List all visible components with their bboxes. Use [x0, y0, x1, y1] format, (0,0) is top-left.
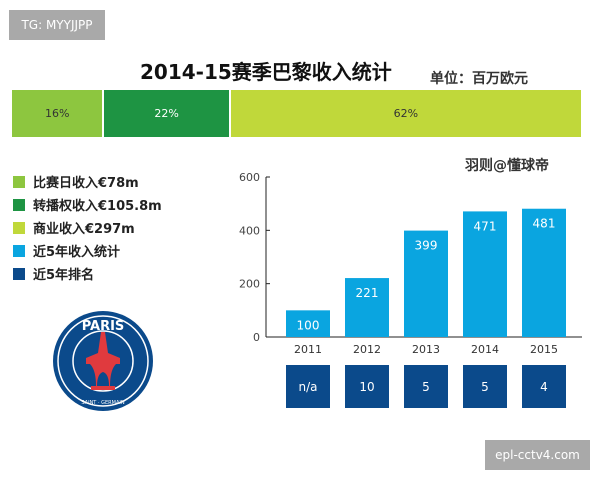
- bar-value-label: 471: [474, 219, 497, 233]
- bar: [345, 278, 389, 337]
- legend-swatch: [13, 267, 25, 280]
- bar-value-label: 100: [297, 318, 320, 332]
- x-tick-label: 2015: [530, 343, 558, 356]
- rank-label: 4: [540, 380, 548, 394]
- rank-box: [345, 365, 389, 408]
- rank-box: [522, 365, 566, 408]
- y-tick-label: 400: [239, 224, 260, 237]
- legend-item: 转播权收入€105.8m: [13, 193, 162, 216]
- revenue-share-bar: 16% 22% 62%: [12, 90, 583, 137]
- tg-badge: TG: MYYJJPP: [9, 10, 105, 40]
- psg-logo-icon: PARIS SAINT · GERMAIN: [53, 311, 153, 411]
- y-tick-label: 200: [239, 278, 260, 291]
- legend-item: 近5年收入统计: [13, 239, 162, 262]
- rank-label: 10: [359, 380, 374, 394]
- y-tick-label: 600: [239, 171, 260, 184]
- legend-item: 近5年排名: [13, 262, 162, 285]
- bar-value-label: 399: [415, 239, 438, 253]
- rank-label: 5: [481, 380, 489, 394]
- share-segment: 16%: [12, 90, 105, 137]
- legend-label: 转播权收入€105.8m: [33, 199, 162, 214]
- legend-swatch: [13, 244, 25, 257]
- legend-item: 比赛日收入€78m: [13, 170, 162, 193]
- rank-label: 5: [422, 380, 430, 394]
- rank-box: [404, 365, 448, 408]
- unit-label: 单位：百万欧元: [430, 71, 528, 87]
- bar-value-label: 481: [533, 217, 556, 231]
- svg-text:SAINT · GERMAIN: SAINT · GERMAIN: [81, 400, 124, 406]
- chart-title: 2014-15赛季巴黎收入统计: [140, 60, 392, 84]
- share-segment: 22%: [104, 90, 231, 137]
- legend-label: 商业收入€297m: [33, 222, 135, 237]
- svg-text:PARIS: PARIS: [82, 319, 125, 334]
- x-tick-label: 2013: [412, 343, 440, 356]
- x-tick-label: 2011: [294, 343, 322, 356]
- bar: [404, 230, 448, 337]
- bar: [522, 208, 566, 337]
- legend-label: 近5年收入统计: [33, 245, 121, 260]
- y-tick-label: 0: [253, 331, 260, 344]
- legend-label: 比赛日收入€78m: [33, 176, 139, 191]
- share-segment: 62%: [230, 90, 583, 137]
- legend-swatch: [13, 198, 25, 211]
- bar: [286, 310, 330, 337]
- bar: [463, 211, 507, 337]
- legend-swatch: [13, 221, 25, 234]
- x-tick-label: 2012: [353, 343, 381, 356]
- rank-box: [463, 365, 507, 408]
- x-tick-label: 2014: [471, 343, 499, 356]
- watermark: epl-cctv4.com: [485, 440, 590, 470]
- legend-swatch: [13, 175, 25, 188]
- legend-item: 商业收入€297m: [13, 216, 162, 239]
- bar-value-label: 221: [356, 286, 379, 300]
- rank-box: [286, 365, 330, 408]
- legend: 比赛日收入€78m 转播权收入€105.8m 商业收入€297m 近5年收入统计 近5年…: [13, 170, 162, 285]
- rank-label: n/a: [298, 380, 317, 394]
- author-credit: 羽则@懂球帝: [465, 158, 549, 174]
- legend-label: 近5年排名: [33, 268, 95, 283]
